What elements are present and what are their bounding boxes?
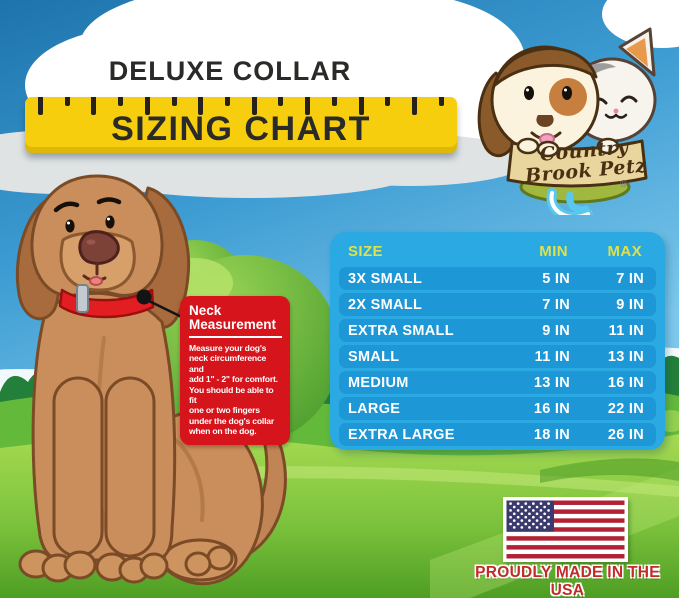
min-cell: 13 IN [533, 374, 570, 391]
ruler-ticks [38, 97, 444, 115]
table-row: MEDIUM 13 IN 16 IN [339, 371, 656, 394]
min-cell: 7 IN [542, 296, 570, 313]
headline-deluxe-collar: DELUXE COLLAR [108, 56, 352, 86]
registered-trademark: ® [620, 179, 628, 190]
size-cell: EXTRA SMALL [348, 322, 454, 339]
cat-eye-right [620, 95, 638, 103]
callout-body-line: Measure your dog's [189, 343, 267, 353]
max-cell: 11 IN [608, 322, 644, 339]
collar-buckle [76, 284, 89, 313]
dog-front-leg-left [52, 376, 104, 558]
callout-divider [189, 336, 282, 338]
flag-stars [509, 502, 553, 529]
min-cell: 5 IN [542, 270, 570, 287]
sizing-table: SIZE MIN MAX 3X SMALL 5 IN 7 IN 2X SMALL… [330, 232, 665, 450]
size-cell: MEDIUM [348, 374, 409, 391]
max-cell: 16 IN [607, 374, 644, 391]
column-header-size: SIZE [348, 243, 383, 260]
table-row: SMALL 11 IN 13 IN [339, 345, 656, 368]
callout-body: Measure your dog's neck circumference an… [189, 343, 282, 437]
usa-flag [503, 497, 628, 562]
neck-measurement-callout: Neck Measurement Measure your dog's neck… [180, 296, 290, 445]
dog-nose [78, 230, 120, 265]
table-row: LARGE 16 IN 22 IN [339, 397, 656, 420]
collar-measure-point [136, 289, 152, 305]
column-header-max: MAX [607, 243, 642, 260]
dog-front-leg-right [104, 376, 156, 558]
banner-title: SIZING CHART [111, 110, 371, 148]
callout-body-line: under the dog's collar [189, 415, 275, 426]
max-cell: 22 IN [607, 400, 644, 417]
min-cell: 18 IN [533, 426, 570, 443]
callout-body-line: when on the dog. [189, 426, 257, 437]
column-header-min: MIN [539, 243, 568, 260]
min-cell: 9 IN [542, 322, 570, 339]
callout-body-line: one or two fingers [189, 405, 260, 416]
sizing-chart-banner: SIZING CHART [25, 97, 457, 153]
dog-left-brow [53, 201, 80, 213]
logo-paws [516, 137, 620, 158]
callout-body-line: neck circumference and [189, 353, 267, 374]
table-row: 3X SMALL 5 IN 7 IN [339, 267, 656, 290]
dog-right-brow [96, 197, 122, 205]
dog-rear-paw [162, 538, 238, 582]
cat-mouth [604, 113, 628, 119]
dog-eyes [65, 215, 115, 233]
min-cell: 16 IN [533, 400, 570, 417]
size-cell: 2X SMALL [348, 296, 423, 313]
size-cell: LARGE [348, 400, 401, 417]
min-cell: 11 IN [534, 348, 570, 365]
table-header-row: SIZE MIN MAX [339, 239, 656, 264]
callout-body-line: You should be able to fit [189, 384, 274, 406]
table-row: EXTRA SMALL 9 IN 11 IN [339, 319, 656, 342]
dog-front-paws [18, 549, 169, 584]
logo-dog-nose [536, 115, 554, 127]
table-row: 2X SMALL 7 IN 9 IN [339, 293, 656, 316]
max-cell: 13 IN [607, 348, 644, 365]
table-row: EXTRA LARGE 18 IN 26 IN [339, 423, 656, 446]
callout-heading: Neck Measurement [189, 303, 277, 332]
size-cell: EXTRA LARGE [348, 426, 455, 443]
max-cell: 9 IN [616, 296, 644, 313]
size-cell: 3X SMALL [348, 270, 423, 287]
callout-body-line: add 1" - 2" for comfort. [189, 374, 278, 385]
made-in-usa-text: PROUDLY MADE IN THE USA [475, 564, 660, 598]
max-cell: 26 IN [607, 426, 644, 443]
dog-tongue [89, 276, 103, 286]
max-cell: 7 IN [616, 270, 644, 287]
size-cell: SMALL [348, 348, 400, 365]
country-brook-petz-logo: ® [477, 27, 657, 215]
